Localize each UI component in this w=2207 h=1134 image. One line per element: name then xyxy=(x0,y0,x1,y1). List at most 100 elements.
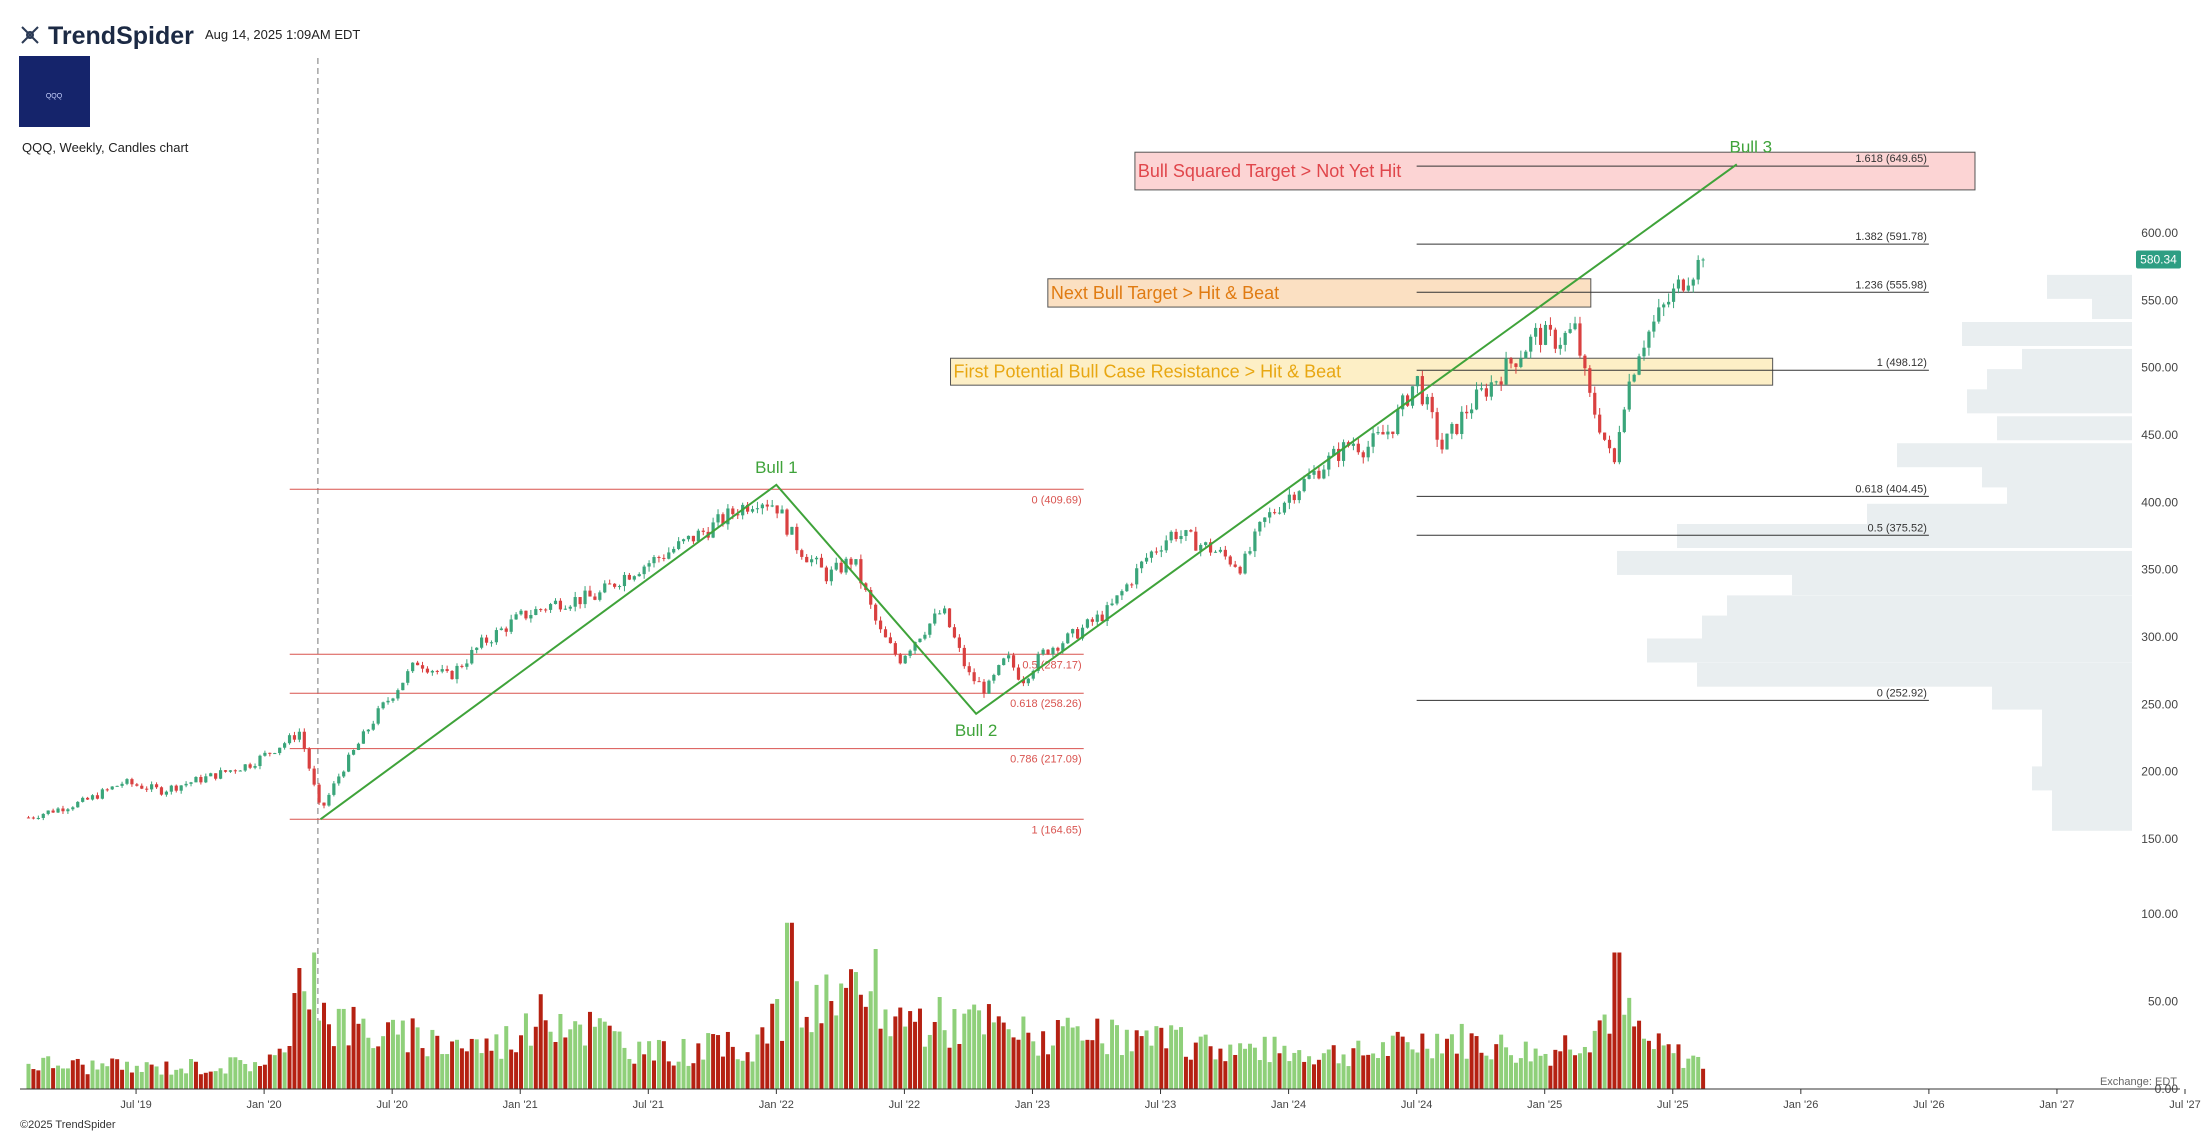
chart-description: QQQ, Weekly, Candles chart xyxy=(22,140,189,155)
fib-dark-label: 0 (252.92) xyxy=(1877,687,1927,699)
volume-bar xyxy=(435,1035,440,1089)
volume-bar xyxy=(144,1062,149,1089)
volume-bar xyxy=(1119,1055,1124,1089)
volume-bar xyxy=(1405,1042,1410,1089)
volume-profile-bar xyxy=(2042,746,2132,771)
volume-bar xyxy=(853,972,858,1089)
candle-body xyxy=(327,794,331,806)
volume-bar xyxy=(1479,1052,1484,1089)
candle-body xyxy=(1479,388,1484,390)
zone-label: Bull Squared Target > Not Yet Hit xyxy=(1138,161,1401,181)
volume-bar xyxy=(740,1060,745,1089)
candle-body xyxy=(209,773,213,777)
candle-body xyxy=(1253,531,1257,552)
candle-body xyxy=(1159,550,1163,552)
volume-profile-bar xyxy=(1997,416,2132,441)
candle-body xyxy=(1327,455,1331,470)
volume-bar xyxy=(725,1031,730,1089)
volume-bar xyxy=(366,1037,371,1089)
candle-body xyxy=(1558,344,1562,349)
candle-body xyxy=(1622,409,1626,433)
volume-bar xyxy=(824,974,829,1089)
time-tick-label: Jul '22 xyxy=(889,1099,920,1111)
candle-body xyxy=(622,574,627,587)
volume-bar xyxy=(1243,1048,1248,1089)
volume-bar xyxy=(1518,1058,1523,1089)
candle-body xyxy=(1061,643,1065,651)
candle-body xyxy=(627,574,631,580)
volume-bar xyxy=(1026,1032,1031,1089)
time-axis[interactable]: Jul '19 Jan '20 Jul '20 Jan '21 Jul '21 Jan '… xyxy=(20,1088,2201,1111)
candle-body xyxy=(997,665,1001,675)
volume-bar xyxy=(489,1050,494,1089)
candle-body xyxy=(480,637,484,648)
candle-body xyxy=(731,508,735,515)
bull-trend-lines[interactable]: Bull 1 Bull 2 Bull 3 xyxy=(319,137,1772,821)
trendspider-logo[interactable]: TrendSpider xyxy=(21,22,194,50)
volume-bar xyxy=(1174,1029,1179,1089)
volume-bar xyxy=(336,1008,341,1089)
volume-bar xyxy=(322,1002,327,1089)
candle-body xyxy=(726,508,730,525)
volume-bar xyxy=(469,1038,474,1089)
volume-profile-bar xyxy=(1982,463,2132,488)
volume-bar xyxy=(878,1028,883,1089)
candle-body xyxy=(632,576,636,580)
volume-bar xyxy=(1277,1053,1282,1089)
volume-bar xyxy=(809,1032,814,1089)
volume-bar xyxy=(1504,1047,1509,1089)
volume-bar xyxy=(1307,1056,1312,1089)
candle-body xyxy=(273,753,277,755)
candle-body xyxy=(194,776,198,783)
candle-body xyxy=(1046,649,1050,655)
volume-bar xyxy=(917,1008,922,1089)
volume-bar xyxy=(1538,1055,1543,1089)
candle-body xyxy=(76,801,80,808)
volume-bar xyxy=(735,1059,740,1089)
trendspider-logo-icon xyxy=(21,26,39,44)
price-axis[interactable]: 600.00 550.00 500.00 450.00 400.00 350.00 300.… xyxy=(2136,226,2181,1096)
volume-profile-bar xyxy=(2052,806,2132,831)
volume-bar xyxy=(65,1068,70,1089)
candle-body xyxy=(450,670,454,680)
candle-body xyxy=(691,535,696,542)
current-price-label: 580.34 xyxy=(2140,252,2177,266)
candle-body xyxy=(1228,556,1232,565)
volume-bar xyxy=(1213,1059,1218,1089)
volume-bar xyxy=(977,1010,982,1089)
volume-bar xyxy=(1474,1036,1479,1089)
volume-bar xyxy=(1080,1040,1085,1089)
candle-body xyxy=(470,649,474,664)
volume-profile-bar xyxy=(1677,524,2132,548)
candle-body xyxy=(460,665,464,667)
candle-body xyxy=(765,504,769,507)
candle-body xyxy=(1332,448,1336,456)
candle-body xyxy=(401,682,405,691)
volume-bar xyxy=(1489,1059,1494,1089)
volume-profile-bar xyxy=(1962,322,2132,346)
volume-bar xyxy=(1346,1066,1351,1089)
candle-body xyxy=(41,813,45,818)
volume-bar xyxy=(203,1072,208,1089)
volume-bar xyxy=(1356,1040,1361,1089)
candle-body xyxy=(110,786,114,790)
volume-bar xyxy=(986,1004,991,1089)
candle-body xyxy=(908,650,912,656)
chart-datetime: Aug 14, 2025 1:09AM EDT xyxy=(205,27,360,42)
volume-bar xyxy=(942,1030,947,1089)
candle-body xyxy=(613,583,617,587)
volume-profile-bar xyxy=(2047,274,2132,299)
candle-body xyxy=(484,637,489,643)
volume-bar xyxy=(1001,1022,1006,1089)
volume-bar xyxy=(317,1020,322,1089)
volume-bar xyxy=(523,1013,528,1089)
candle-body xyxy=(716,514,720,523)
candle-body xyxy=(1169,531,1173,541)
candle-body xyxy=(253,766,257,768)
volume-profile-bar xyxy=(2092,295,2132,320)
candle-body xyxy=(1356,443,1360,453)
candle-body xyxy=(1371,433,1375,447)
volume-bar xyxy=(1252,1047,1257,1089)
candle-body xyxy=(135,784,139,786)
